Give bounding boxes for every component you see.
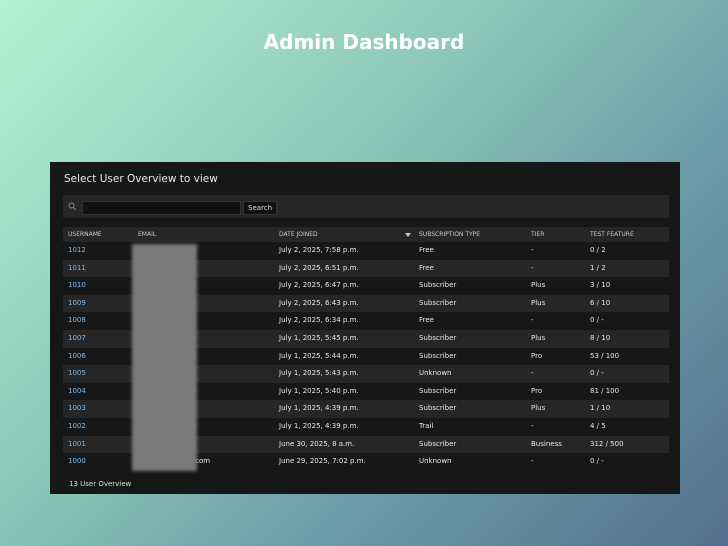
table-cell: 0 / - [590, 457, 604, 466]
table-cell: July 1, 2025, 5:40 p.m. [279, 386, 359, 395]
table-cell: 1 / 10 [590, 404, 611, 413]
table-cell: 53 / 100 [590, 351, 620, 360]
table-cell: Trail [419, 421, 434, 430]
username-link[interactable]: 1003 [68, 404, 86, 413]
table-cell: Subscriber [419, 281, 457, 290]
table-cell: Pro [531, 386, 543, 395]
table-cell: Subscriber [419, 298, 457, 307]
table-cell: July 2, 2025, 6:34 p.m. [279, 316, 359, 325]
username-link[interactable]: 1006 [68, 351, 86, 360]
table-cell: Subscriber [419, 351, 457, 360]
table-cell: 4 / 5 [590, 421, 606, 430]
table-cell: 0 / - [590, 369, 604, 378]
search-icon [68, 202, 77, 211]
table-row: 1009mJuly 2, 2025, 6:43 p.m.SubscriberPl… [63, 294, 669, 313]
table-cell: - [531, 316, 534, 325]
table-cell: Plus [531, 281, 546, 290]
column-header: USERNAME [68, 231, 102, 238]
table-cell: July 2, 2025, 6:47 p.m. [279, 281, 359, 290]
table-cell: - [531, 246, 534, 254]
table-cell: Plus [531, 404, 546, 413]
table-row: 1003mJuly 1, 2025, 4:39 p.m.SubscriberPl… [63, 400, 669, 418]
table-cell: 81 / 100 [590, 386, 620, 395]
table-cell: June 29, 2025, 7:02 p.m. [279, 457, 366, 466]
username-link[interactable]: 1011 [68, 263, 86, 272]
table-cell: 6 / 10 [590, 298, 611, 307]
table-cell: Subscriber [419, 386, 457, 395]
table-cell: 8 / 10 [590, 333, 611, 342]
username-link[interactable]: 1007 [68, 333, 86, 342]
table-row: 1004mJuly 1, 2025, 5:40 p.m.SubscriberPr… [63, 382, 669, 401]
column-header: SUBSCRIPTION TYPE [419, 231, 481, 238]
table-cell: July 1, 2025, 5:43 p.m. [279, 369, 359, 378]
search-button[interactable]: Search [243, 201, 278, 215]
table-cell: July 1, 2025, 5:44 p.m. [279, 351, 359, 360]
table-row: 1007mJuly 1, 2025, 5:45 p.m.SubscriberPl… [63, 329, 669, 348]
panel: Select User Overview to view Search USER… [50, 162, 680, 494]
table-cell: Subscriber [419, 439, 457, 448]
table-row: 1001mJune 30, 2025, 8 a.m.SubscriberBusi… [63, 435, 669, 454]
table-cell: Free [419, 263, 434, 272]
table-cell: 312 / 500 [590, 439, 624, 448]
table-cell: - [531, 263, 534, 272]
table-cell: Pro [531, 351, 543, 360]
table-cell: July 1, 2025, 4:39 p.m. [279, 404, 359, 413]
table-cell: Free [419, 316, 434, 325]
user-table: USERNAME EMAIL DATE JOINED SUBSCRIPTION TYP… [63, 227, 669, 471]
table-cell: Unknown [419, 369, 452, 378]
column-header[interactable]: DATE JOINED [279, 231, 318, 238]
table-cell: July 2, 2025, 6:43 p.m. [279, 298, 359, 307]
table-header: USERNAME EMAIL DATE JOINED SUBSCRIPTION TYP… [63, 227, 669, 242]
table-cell: June 30, 2025, 8 a.m. [279, 439, 355, 448]
table-cell: 3 / 10 [590, 281, 611, 290]
username-link[interactable]: 1001 [68, 439, 86, 448]
username-link[interactable]: 1004 [68, 386, 86, 395]
page-title: Admin Dashboard [263, 30, 465, 54]
table-footer: 13 User Overview [69, 480, 132, 488]
table-cell: - [531, 369, 534, 378]
table-row: 1011mJuly 2, 2025, 6:51 p.m.Free-1 / 2 [63, 259, 669, 278]
username-link[interactable]: 1010 [68, 281, 86, 290]
table-cell: Free [419, 246, 434, 254]
column-header: TEST FEATURE [590, 231, 634, 238]
table-cell: 1 / 2 [590, 263, 606, 272]
table-cell: July 2, 2025, 6:51 p.m. [279, 263, 359, 272]
username-link[interactable]: 1000 [68, 457, 86, 466]
search-bar: Search [63, 195, 669, 218]
table-cell: - [531, 457, 534, 466]
table-row: 1010mJuly 2, 2025, 6:47 p.m.SubscriberPl… [63, 277, 669, 295]
table-cell: - [531, 421, 534, 430]
email-redaction [132, 244, 197, 471]
column-header: TIER [531, 231, 545, 238]
table-cell: 0 / - [590, 316, 604, 325]
table-cell: Plus [531, 333, 546, 342]
table-row: 1000 il.com June 29, 2025, 7:02 p.m. Unknow… [63, 453, 669, 471]
column-header: EMAIL [138, 231, 157, 238]
username-link[interactable]: 1005 [68, 369, 86, 378]
username-link[interactable]: 1002 [68, 421, 86, 430]
username-link[interactable]: 1009 [68, 298, 86, 307]
panel-heading: Select User Overview to view [64, 173, 218, 185]
table-cell: July 1, 2025, 4:39 p.m. [279, 421, 359, 430]
table-cell: July 2, 2025, 7:58 p.m. [279, 246, 359, 254]
table-row: 1002mJuly 1, 2025, 4:39 p.m.Trail-4 / 5 [63, 417, 669, 436]
sort-icon[interactable] [405, 233, 411, 237]
search-input[interactable] [82, 201, 241, 215]
table-row: 1006mJuly 1, 2025, 5:44 p.m.SubscriberPr… [63, 347, 669, 366]
table-cell: Business [531, 439, 562, 448]
table-cell: 0 / 2 [590, 246, 606, 254]
table-cell: Unknown [419, 457, 452, 466]
table-cell: Plus [531, 298, 546, 307]
username-link[interactable]: 1008 [68, 316, 86, 325]
table-cell: Subscriber [419, 333, 457, 342]
table-cell: July 1, 2025, 5:45 p.m. [279, 333, 359, 342]
table-cell: il.com [189, 457, 211, 466]
username-link[interactable]: 1012 [68, 246, 86, 254]
table-cell: Subscriber [419, 404, 457, 413]
